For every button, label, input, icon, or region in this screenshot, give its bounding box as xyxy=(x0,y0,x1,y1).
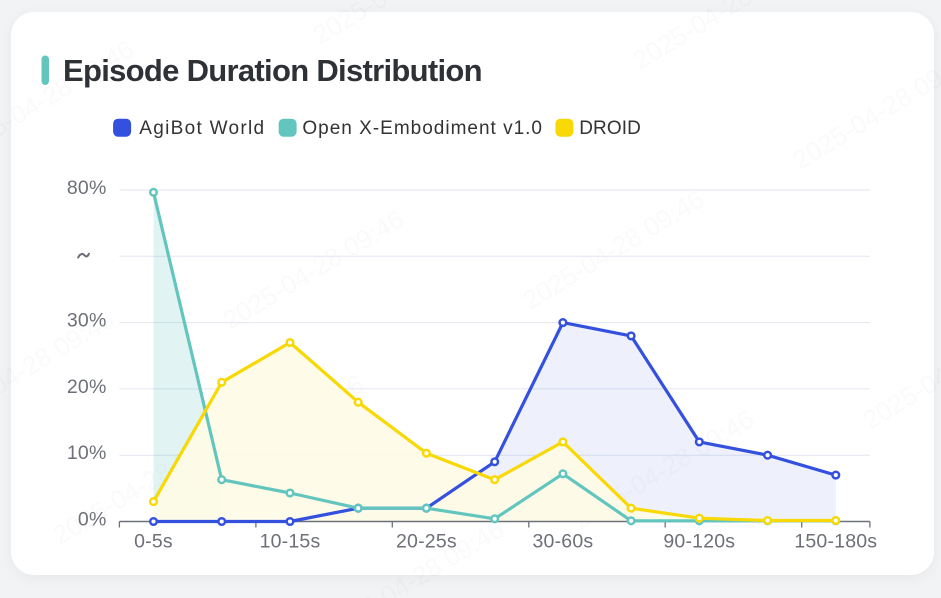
svg-text:10%: 10% xyxy=(67,442,107,464)
svg-text:2025-04-28 09:46: 2025-04-28 09:46 xyxy=(628,0,819,75)
svg-text:Episode Duration Distribution: Episode Duration Distribution xyxy=(63,53,482,88)
svg-text:2025-04-28 09:46: 2025-04-28 09:46 xyxy=(518,184,709,315)
svg-text:2025-04-28 09:46: 2025-04-28 09:46 xyxy=(218,204,409,335)
svg-text:2025-04-28 09:46: 2025-04-28 09:46 xyxy=(318,514,509,598)
svg-text:80%: 80% xyxy=(67,177,107,199)
svg-text:10-15s: 10-15s xyxy=(260,531,321,553)
svg-text:30-60s: 30-60s xyxy=(532,531,593,553)
svg-text:2025-04-28 09:46: 2025-04-28 09:46 xyxy=(308,0,499,50)
svg-text:2025-04-28 09:46: 2025-04-28 09:46 xyxy=(788,44,941,175)
svg-text:150-180s: 150-180s xyxy=(794,531,877,553)
svg-text:20-25s: 20-25s xyxy=(396,531,457,553)
svg-text:DROID: DROID xyxy=(579,118,641,139)
svg-text:30%: 30% xyxy=(67,310,107,332)
svg-text:20%: 20% xyxy=(67,376,107,398)
svg-text:2025-04-28 09:46: 2025-04-28 09:46 xyxy=(858,304,941,435)
svg-text:0%: 0% xyxy=(78,509,107,531)
svg-text:0-5s: 0-5s xyxy=(134,531,173,553)
svg-text:90-120s: 90-120s xyxy=(663,531,735,553)
svg-text:Open X-Embodiment v1.0: Open X-Embodiment v1.0 xyxy=(302,118,543,139)
svg-text:AgiBot World: AgiBot World xyxy=(139,118,265,139)
